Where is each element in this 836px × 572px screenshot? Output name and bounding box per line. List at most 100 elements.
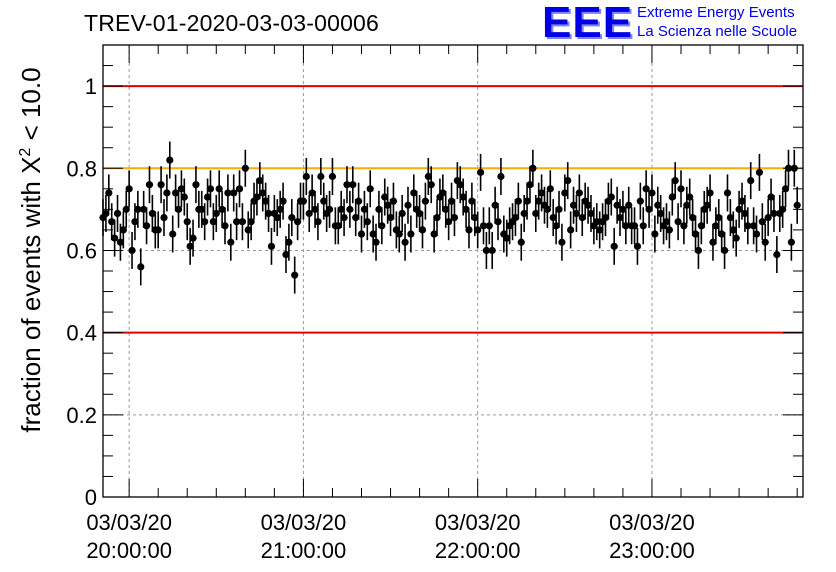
data-point [366, 170, 374, 208]
data-point [424, 158, 432, 195]
data-marker [241, 164, 249, 172]
data-marker [360, 205, 369, 213]
data-point [639, 207, 647, 245]
data-point [189, 219, 197, 257]
data-point [474, 211, 482, 249]
data-point [671, 162, 679, 200]
data-point [735, 190, 743, 228]
data-marker [668, 193, 676, 201]
data-marker [593, 218, 601, 226]
data-point [276, 190, 284, 228]
data-point [421, 182, 430, 220]
data-point [253, 178, 261, 216]
data-point [616, 199, 624, 237]
data-point [729, 211, 737, 249]
data-point [752, 215, 761, 253]
data-point [230, 174, 238, 212]
data-marker [102, 209, 110, 218]
data-marker [552, 222, 560, 230]
x-tick-label-date: 03/03/20 [261, 510, 347, 535]
data-marker [485, 222, 493, 230]
data-point [674, 203, 682, 241]
data-point [415, 194, 424, 232]
axis-layer: 0 0.2 0.4 0.6 0.8 1 03/03/20 20:00:00 03/03/20 21… [66, 44, 803, 563]
grid-layer [103, 45, 803, 497]
data-point [102, 194, 110, 232]
data-marker [712, 222, 720, 230]
data-marker [465, 226, 473, 234]
data-point [744, 207, 752, 245]
data-point [145, 166, 154, 204]
data-marker [221, 222, 229, 230]
data-point [119, 211, 127, 249]
data-point [355, 182, 363, 220]
data-point [172, 174, 180, 212]
data-marker [398, 209, 406, 218]
data-point [491, 186, 499, 224]
data-marker [750, 222, 758, 230]
data-marker [497, 172, 505, 181]
data-marker [430, 230, 438, 238]
data-point [465, 211, 473, 249]
data-point [169, 215, 177, 253]
data-marker [715, 213, 723, 222]
data-marker [111, 234, 119, 242]
data-marker [433, 213, 441, 222]
data-point [718, 215, 726, 253]
data-point [517, 223, 525, 261]
data-point [288, 199, 296, 237]
data-point [407, 215, 415, 253]
data-marker [247, 218, 255, 226]
data-marker [703, 201, 711, 209]
data-marker [305, 209, 313, 218]
data-point [625, 186, 633, 224]
data-marker [142, 222, 151, 230]
data-marker [744, 222, 752, 230]
logo-line-1: Extreme Energy Events [637, 4, 795, 21]
data-point [575, 174, 583, 212]
data-marker [145, 181, 154, 189]
data-point [128, 231, 136, 269]
data-marker [471, 213, 479, 222]
data-point [177, 170, 186, 208]
data-marker [320, 197, 328, 205]
data-marker [328, 172, 337, 181]
data-marker [468, 197, 476, 205]
data-point [349, 166, 357, 204]
data-point [558, 223, 566, 261]
data-marker [140, 205, 148, 213]
data-point [302, 158, 310, 195]
data-point [607, 178, 615, 216]
data-point [305, 194, 313, 232]
data-point [375, 190, 383, 228]
data-marker [636, 197, 644, 205]
data-point [122, 190, 130, 228]
data-point [363, 203, 371, 241]
data-marker [122, 205, 130, 213]
data-point [264, 194, 273, 232]
data-marker [720, 246, 729, 255]
data-marker [657, 209, 665, 218]
data-point [259, 174, 267, 212]
data-point [694, 231, 703, 269]
data-marker [735, 205, 743, 213]
data-marker [273, 213, 281, 222]
data-point [157, 166, 165, 204]
data-point [314, 203, 322, 241]
y-tick-label: 0.8 [66, 156, 97, 181]
chart-title: TREV-01-2020-03-03-00006 [84, 10, 380, 36]
data-point [203, 178, 212, 216]
data-point [445, 203, 453, 241]
data-marker [747, 177, 755, 185]
data-marker [363, 218, 371, 226]
data-marker [410, 189, 418, 197]
data-point [712, 207, 720, 245]
data-marker [572, 209, 581, 218]
data-marker [622, 222, 630, 230]
data-point [497, 158, 505, 195]
data-marker [148, 209, 156, 218]
data-point [747, 162, 755, 200]
data-point [758, 203, 766, 241]
data-point [633, 227, 642, 265]
data-marker [352, 213, 360, 222]
